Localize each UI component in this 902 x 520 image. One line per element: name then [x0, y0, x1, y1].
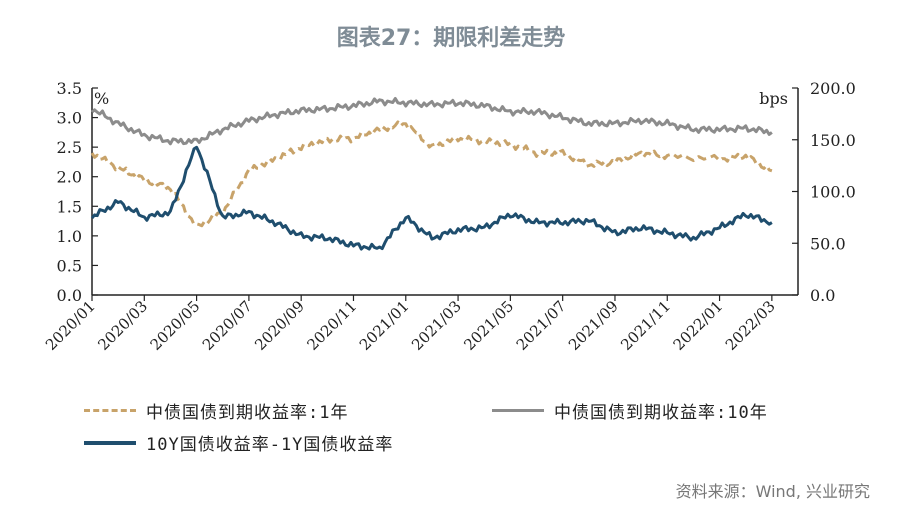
legend-label-1y: 中债国债到期收益率:1年: [146, 403, 349, 423]
legend-swatch-10y: [492, 409, 544, 412]
legend-spread: 10Y国债收益率-1Y国债收益率: [84, 430, 393, 455]
x-tick-label: 2020/07: [199, 297, 256, 354]
left-tick-label: 0.5: [57, 256, 82, 275]
x-tick-label: 2020/03: [94, 297, 151, 354]
series-line-1: [90, 120, 773, 228]
left-tick-label: 1.5: [57, 197, 82, 216]
left-tick-label: 3.0: [57, 109, 82, 128]
left-tick-label: 2.5: [57, 138, 82, 157]
x-tick-label: 2022/01: [670, 297, 727, 354]
series-line-3: [90, 145, 773, 251]
left-tick-label: 1.0: [57, 227, 82, 246]
right-tick-label: 50.0: [810, 234, 846, 253]
x-tick-label: 2022/03: [722, 297, 779, 354]
right-tick-label: 200.0: [810, 79, 856, 98]
left-tick-label: 2.0: [57, 168, 82, 187]
legend-10y: 中债国债到期收益率:10年: [492, 398, 768, 423]
right-unit-label: bps: [759, 89, 788, 108]
legend-label-spread: 10Y国债收益率-1Y国债收益率: [146, 435, 394, 455]
left-tick-label: 0.0: [57, 286, 82, 305]
x-tick-label: 2021/05: [460, 297, 517, 354]
legend-1y: 中债国债到期收益率:1年: [84, 398, 348, 423]
x-tick-label: 2020/09: [251, 297, 308, 354]
x-tick-label: 2021/01: [356, 297, 413, 354]
left-unit-label: %: [94, 89, 109, 108]
x-tick-label: 2021/11: [617, 297, 674, 354]
right-tick-label: 0.0: [810, 286, 835, 305]
chart-title: 图表27：期限利差走势: [336, 26, 566, 51]
x-tick-label: 2020/11: [304, 297, 361, 354]
x-tick-label: 2021/07: [513, 297, 570, 354]
legend-swatch-spread: [84, 440, 136, 445]
source-note: 资料来源：Wind, 兴业研究: [675, 482, 870, 501]
right-tick-label: 150.0: [810, 131, 856, 150]
series-line-2: [91, 97, 773, 146]
right-tick-label: 100.0: [810, 183, 856, 202]
x-tick-label: 2020/01: [42, 297, 99, 354]
left-tick-label: 3.5: [57, 79, 82, 98]
legend-label-10y: 中债国债到期收益率:10年: [554, 403, 768, 423]
legend-swatch-1y: [84, 409, 136, 412]
x-tick-label: 2020/05: [147, 297, 204, 354]
x-tick-label: 2021/09: [565, 297, 622, 354]
x-tick-label: 2021/03: [408, 297, 465, 354]
